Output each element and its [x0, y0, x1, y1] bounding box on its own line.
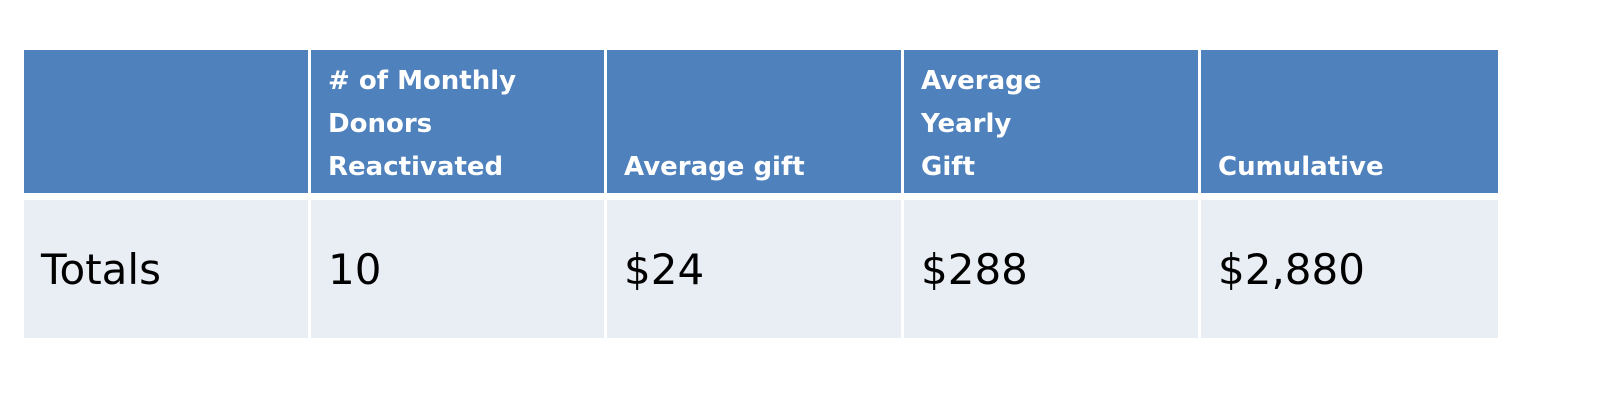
body-cell: Totals [24, 193, 311, 338]
body-cell: $2,880 [1201, 193, 1498, 338]
body-cell: $288 [904, 193, 1201, 338]
header-text: Average gift [624, 152, 805, 182]
header-cell: Average gift [607, 50, 904, 193]
header-text: Reactivated [328, 152, 504, 182]
header-text: Cumulative [1218, 152, 1384, 182]
header-text: Average [921, 66, 1042, 96]
header-text: # of Monthly [328, 66, 517, 96]
header-cell: Cumulative [1201, 50, 1498, 193]
body-cell: 10 [311, 193, 607, 338]
body-cell: $24 [607, 193, 904, 338]
header-cell [24, 50, 311, 193]
header-text: Gift [921, 152, 975, 182]
header-cell: # of Monthly Donors Reactivated [311, 50, 607, 193]
header-cell: Average Yearly Gift [904, 50, 1201, 193]
header-text: Donors [328, 109, 433, 139]
table: # of Monthly Donors Reactivated Average … [24, 50, 1498, 338]
header-text: Yearly [921, 109, 1012, 139]
